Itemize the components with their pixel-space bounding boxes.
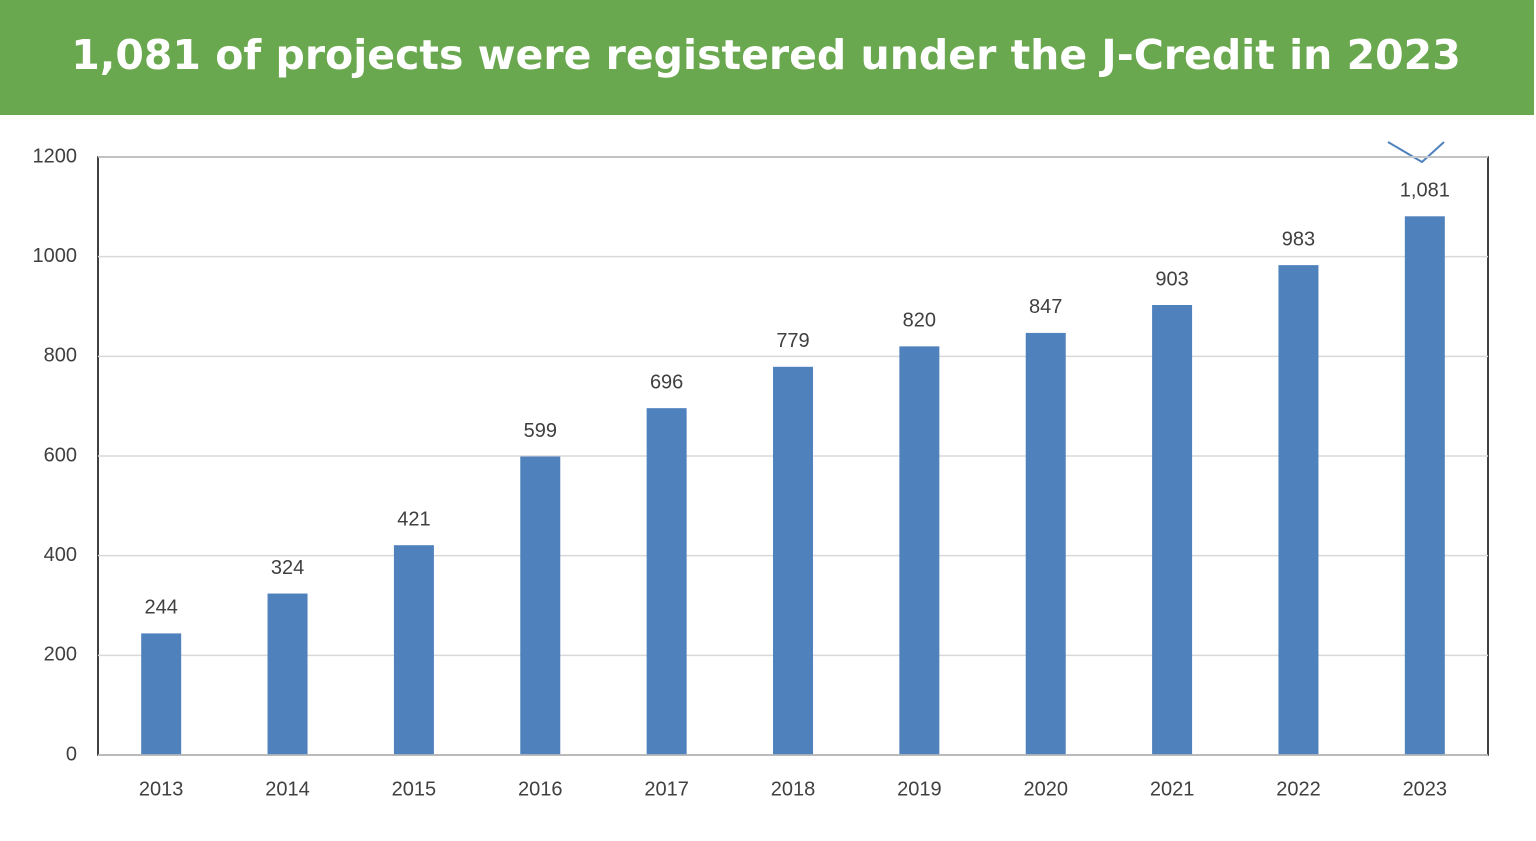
value-label: 820 [903,310,936,332]
checkmark-decoration [1387,141,1445,164]
y-tick-label: 200 [44,644,77,666]
bar [899,346,940,755]
value-label: 847 [1029,296,1062,318]
x-tick-label: 2014 [265,778,310,800]
x-tick-label: 2018 [771,778,816,800]
value-label: 696 [650,371,683,393]
value-label: 903 [1155,268,1188,290]
bar [646,408,687,755]
header-bar [0,0,1534,115]
bar [1404,216,1445,756]
value-label: 983 [1282,228,1315,250]
chart-title: 1,081 of projects were registered under … [71,31,1460,79]
bar [1278,265,1319,755]
bar [520,456,561,755]
value-label: 324 [271,557,304,579]
bar [773,366,813,755]
x-tick-label: 2023 [1403,778,1448,800]
y-tick-label: 0 [66,743,77,765]
bar [1152,305,1193,755]
value-label: 1,081 [1400,180,1450,202]
bar [141,633,182,755]
y-tick-label: 600 [44,444,77,466]
y-tick-label: 800 [44,345,77,367]
x-tick-label: 2021 [1150,778,1195,800]
x-tick-label: 2013 [139,778,184,800]
x-tick-label: 2019 [897,778,942,800]
y-tick-label: 1000 [33,245,78,267]
value-label: 244 [144,597,177,619]
value-label: 779 [776,330,809,352]
value-label: 599 [524,420,557,442]
y-tick-label: 400 [44,544,77,566]
x-tick-label: 2022 [1276,778,1321,800]
x-tick-label: 2016 [518,778,563,800]
y-tick-label: 1200 [33,145,78,167]
bar [393,545,434,755]
value-label: 421 [397,508,430,530]
x-tick-label: 2015 [392,778,437,800]
bar [1025,332,1066,755]
x-tick-label: 2017 [644,778,689,800]
x-tick-label: 2020 [1023,778,1068,800]
bar [267,593,308,755]
